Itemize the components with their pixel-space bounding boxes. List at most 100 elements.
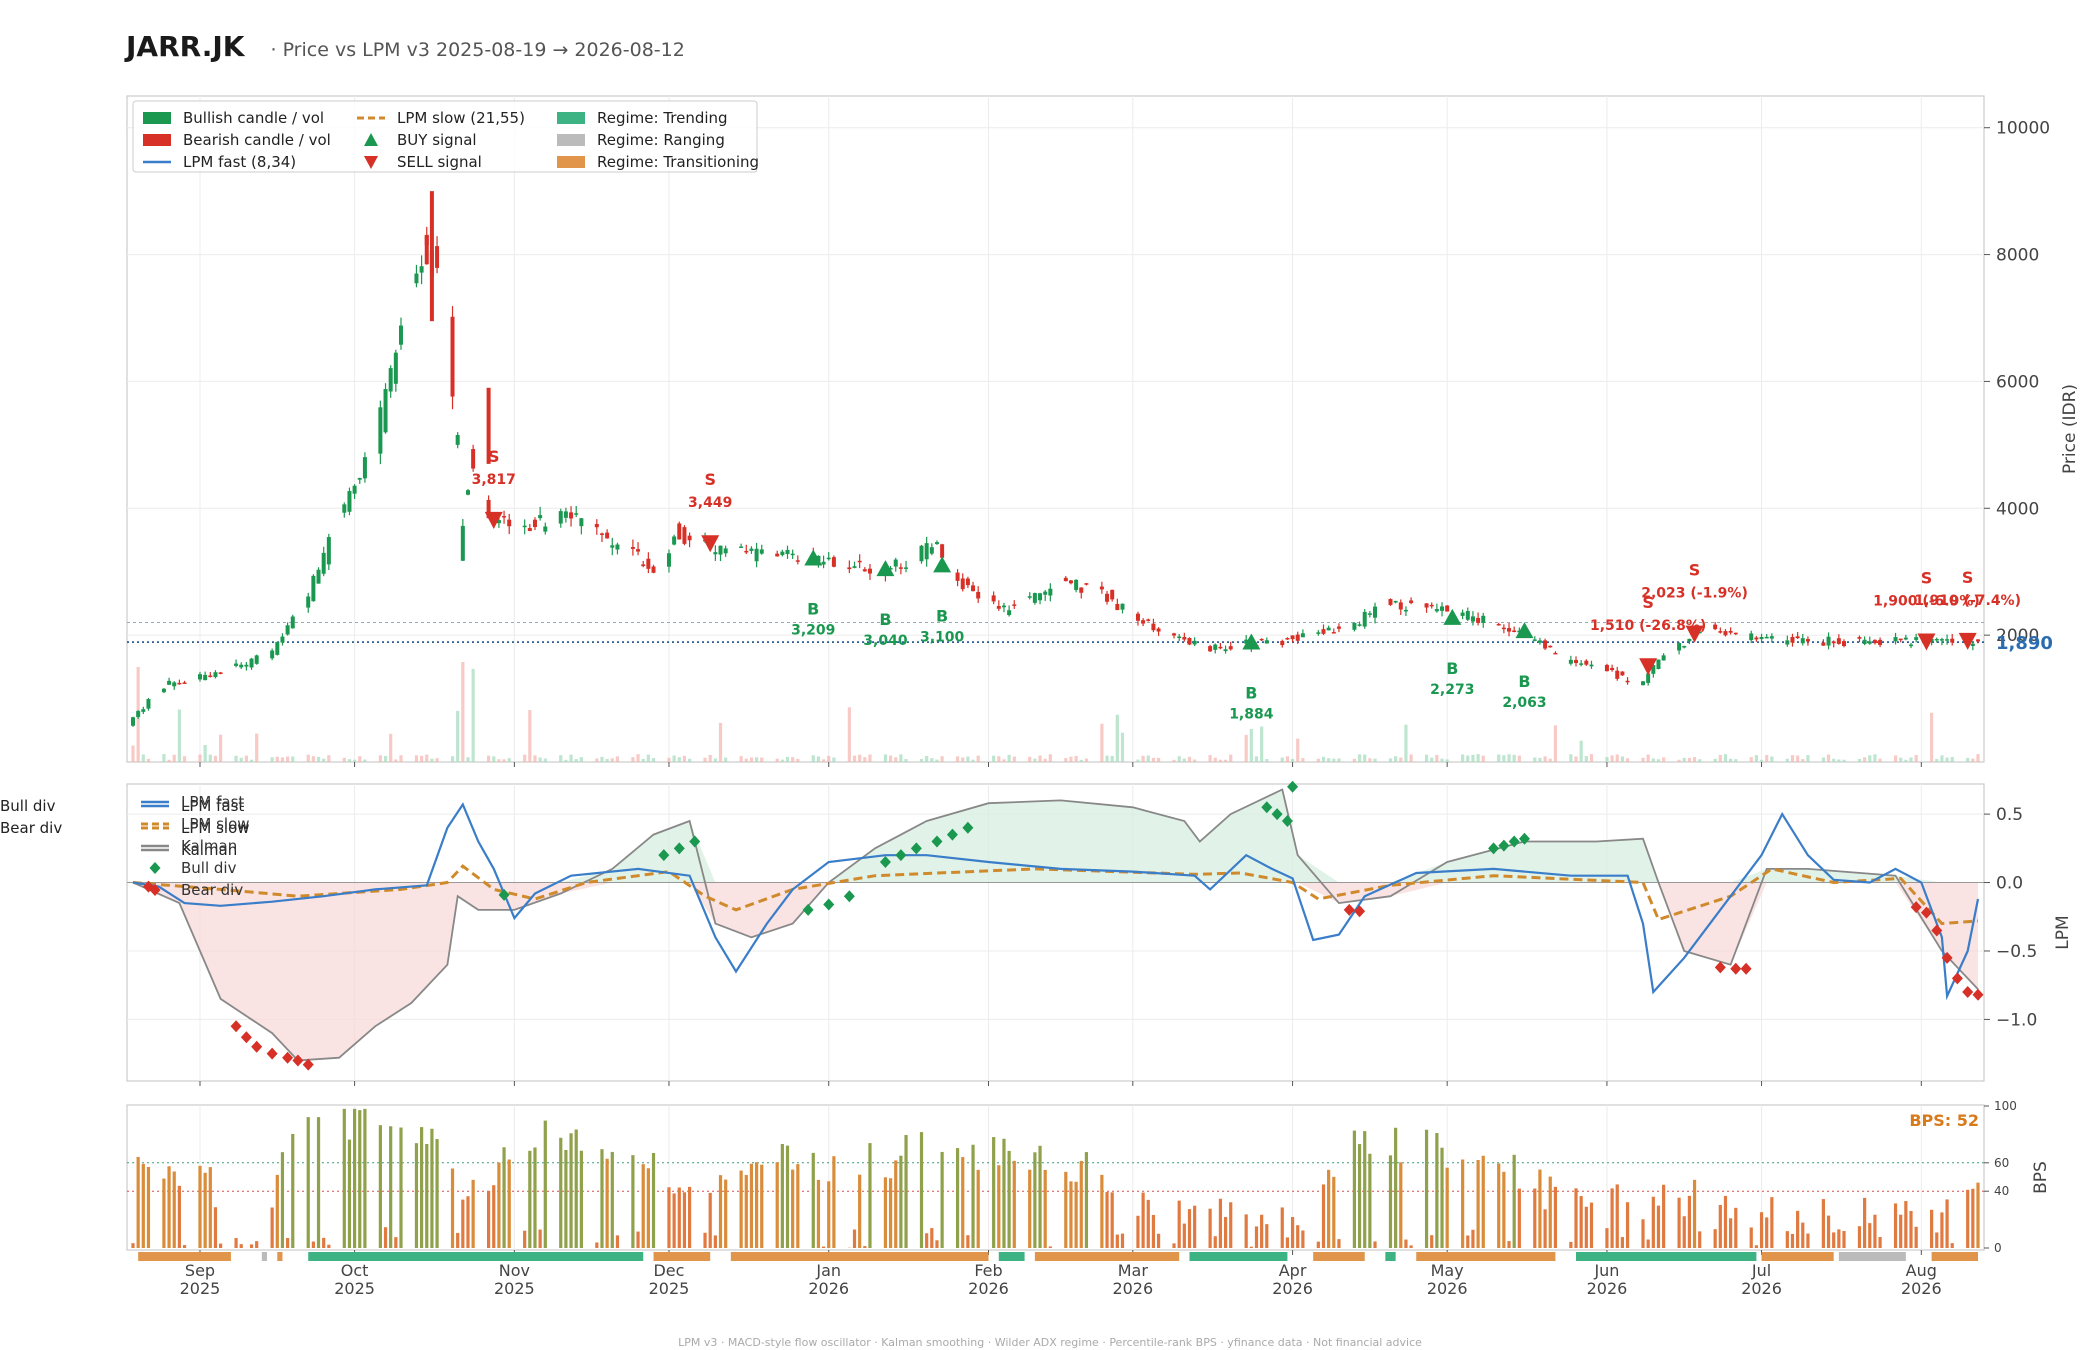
volume-bar [167,759,171,762]
bps-bar [234,1238,238,1248]
x-tick-month-label: Dec [653,1261,684,1280]
bull-div-marker [895,849,907,862]
x-tick-year-label: 2026 [1741,1279,1782,1298]
bps-bar [1033,1152,1037,1248]
bps-bar [131,1243,135,1248]
candle-body [1842,641,1847,647]
candle-body [558,511,563,524]
candle-body [1579,663,1584,665]
bps-bar [291,1133,295,1248]
volume-bar [172,754,176,762]
volume-bar [868,754,872,762]
bps-bar [1620,1237,1624,1248]
volume-bar [1223,759,1228,762]
volume-bar [1512,754,1516,762]
candle-body [465,490,470,495]
bps-bar [811,1152,815,1248]
volume-bar [1749,757,1753,762]
bps-bar [1064,1171,1068,1248]
bps-bar [435,1139,439,1248]
volume-bar [1698,759,1702,762]
lpm-legend-marker [149,862,161,874]
volume-bar [1363,754,1367,762]
bps-bar [306,1117,310,1248]
candle-body [326,537,331,565]
volume-bar [785,756,790,762]
bps-bar [1043,1169,1047,1248]
candle-body [285,625,290,635]
volume-bar [239,757,243,762]
candle-body [1914,637,1919,640]
candle-body [1496,623,1501,626]
bps-bar [1260,1214,1264,1248]
candle-body [1001,605,1006,608]
candle-body [357,478,362,480]
volume-bar [450,756,455,762]
candle-body [1429,604,1434,607]
price-tick-label: 6000 [1996,372,2039,392]
bps-bar [1615,1184,1619,1248]
lpm-legend-label: Kalman [181,837,237,855]
volume-bar [1842,759,1846,762]
volume-bar [311,756,315,762]
candle-body [934,542,939,545]
volume-bar [1610,755,1614,762]
volume-bar [574,759,578,762]
bps-bar [651,1153,656,1248]
candle-body [1800,638,1805,644]
volume-bar [1790,755,1795,762]
bps-bar [399,1127,403,1248]
bull-div-marker [946,828,958,841]
bps-bar [672,1193,676,1248]
bps-bar [1579,1196,1583,1248]
candle-body [131,717,135,726]
bps-bar [492,1185,496,1248]
bps-bar [167,1166,171,1248]
sell-signal-letter: S [704,470,716,489]
candle-spike [486,387,491,464]
volume-bar [1713,758,1717,762]
x-tick-year-label: 2025 [649,1279,690,1298]
bps-bar [1512,1154,1516,1248]
bps-bar [1146,1199,1150,1248]
volume-bar [383,755,388,762]
x-tick-year-label: 2025 [494,1279,535,1298]
bps-bar [667,1187,671,1248]
candle-body [414,273,419,284]
candle-body [167,680,172,685]
buy-signal-price: 1,884 [1229,707,1274,723]
candle-body [1223,649,1228,652]
volume-bar [146,758,151,762]
candle-body [955,572,960,581]
volume-bar [1873,754,1877,762]
lpm-tick-label: −0.5 [1996,942,2037,962]
candle-body [1336,626,1341,629]
bps-bar [1863,1197,1867,1248]
bps-bar [1481,1155,1485,1248]
candle-body [682,527,687,544]
candle-body [1769,636,1774,639]
bps-bar [203,1172,207,1248]
volume-bar [713,758,717,762]
volume-bar [852,755,857,762]
candle-body [1764,636,1769,639]
bps-bar [1394,1127,1398,1248]
bps-bar [1765,1217,1769,1248]
volume-bar [1656,759,1661,762]
bps-bar [213,1207,218,1248]
regime-segment [1838,1252,1906,1261]
candle-body [1398,602,1403,610]
candle-body [1976,639,1980,642]
price-tick-label: 8000 [1996,246,2039,266]
volume-bar [739,756,743,762]
volume-bar [353,759,357,762]
candle-body [538,515,543,519]
candle-body [847,567,852,570]
volume-bar [492,756,496,762]
candle-body [1909,644,1914,647]
candle-body [775,553,780,557]
bps-tick-label: 40 [1994,1184,2009,1198]
candle-body [1970,643,1975,646]
volume-bar [430,758,434,762]
candle-body [1068,580,1073,584]
